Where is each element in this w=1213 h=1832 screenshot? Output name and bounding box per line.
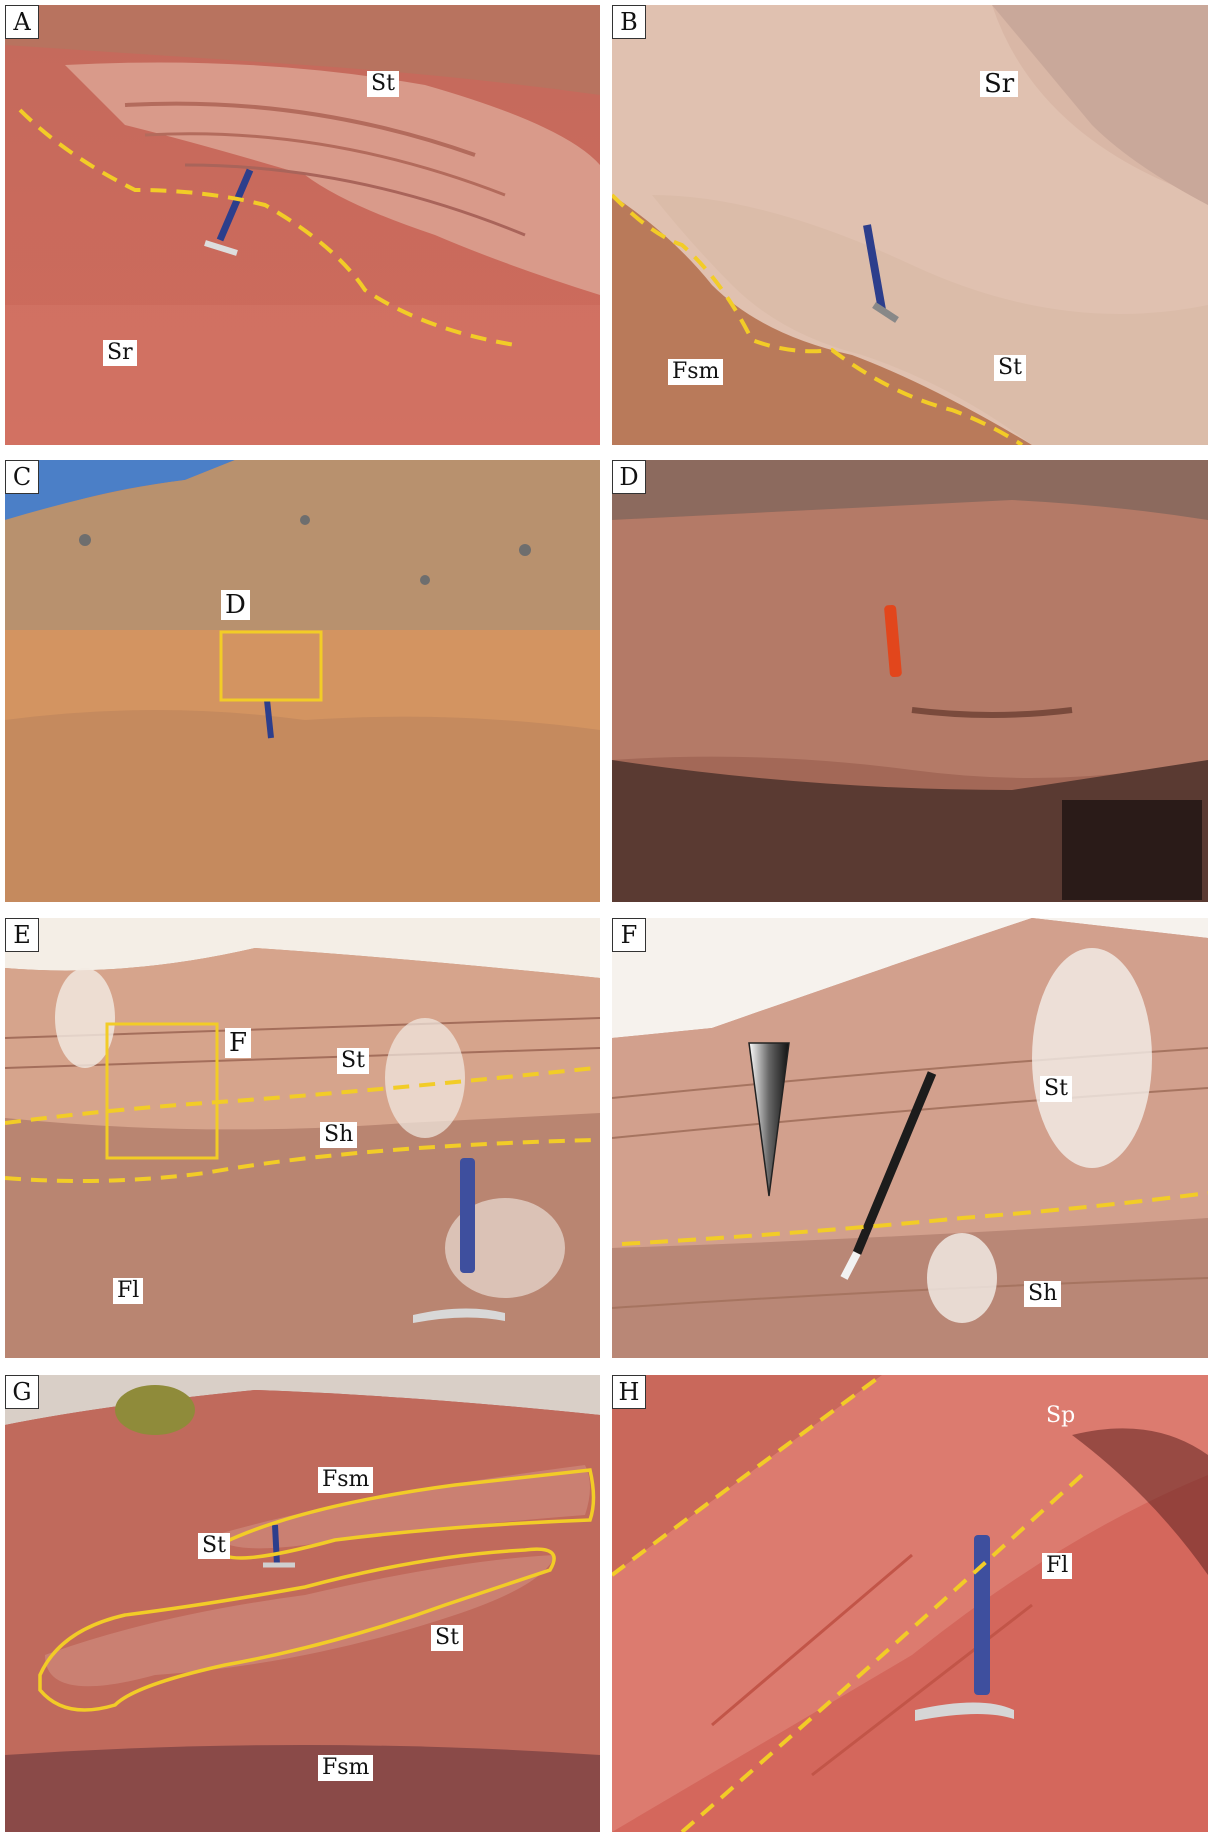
box-label-f: F — [225, 1028, 251, 1058]
panel-label-g: G — [5, 1375, 39, 1409]
photo-panel-h: H Sp Fl — [612, 1375, 1208, 1832]
unit-label-st: St — [337, 1048, 369, 1074]
unit-boundaries-h — [612, 1375, 1208, 1832]
unit-label-st: St — [1040, 1076, 1072, 1102]
unit-label-sr: Sr — [103, 340, 137, 366]
photo-panel-g: G Fsm St St Fsm — [5, 1375, 600, 1832]
box-label-d: D — [221, 590, 250, 620]
photo-panel-a: A St Sr — [5, 5, 600, 445]
panel-label-c: C — [5, 460, 39, 494]
unit-boundary-f — [612, 918, 1208, 1358]
unit-boundaries-e — [5, 918, 600, 1358]
unit-boundary-a — [5, 5, 600, 445]
panel-label-a: A — [5, 5, 39, 39]
photo-panel-d: D — [612, 460, 1208, 902]
panel-label-e: E — [5, 918, 39, 952]
panel-label-f: F — [612, 918, 646, 952]
sandbody-outline-upper — [220, 1470, 594, 1558]
unit-label-sh: Sh — [320, 1122, 357, 1148]
unit-label-st: St — [431, 1625, 463, 1651]
sandbody-outlines-g — [5, 1375, 600, 1832]
unit-label-sh: Sh — [1024, 1281, 1061, 1307]
unit-label-fsm: Fsm — [318, 1755, 373, 1781]
outcrop-photo-d — [612, 460, 1208, 902]
unit-label-st: St — [994, 355, 1026, 381]
panel-label-d: D — [612, 460, 646, 494]
sandbody-outline-lower — [40, 1549, 554, 1710]
highlight-box-d — [5, 460, 600, 902]
panel-label-b: B — [612, 5, 646, 39]
unit-label-fsm: Fsm — [668, 359, 723, 385]
panel-label-h: H — [612, 1375, 646, 1409]
unit-label-fl: Fl — [113, 1278, 143, 1304]
unit-label-fsm: Fsm — [318, 1467, 373, 1493]
unit-label-sp: Sp — [1042, 1403, 1079, 1429]
photo-panel-e: E F St Sh Fl — [5, 918, 600, 1358]
photo-panel-b: B Sr Fsm St — [612, 5, 1208, 445]
unit-label-sr: Sr — [980, 71, 1018, 97]
photo-panel-c: C D — [5, 460, 600, 902]
highlight-box-f — [107, 1024, 217, 1158]
photo-panel-f: F St Sh — [612, 918, 1208, 1358]
unit-label-st: St — [367, 71, 399, 97]
unit-label-st: St — [198, 1533, 230, 1559]
unit-label-fl: Fl — [1042, 1553, 1072, 1579]
